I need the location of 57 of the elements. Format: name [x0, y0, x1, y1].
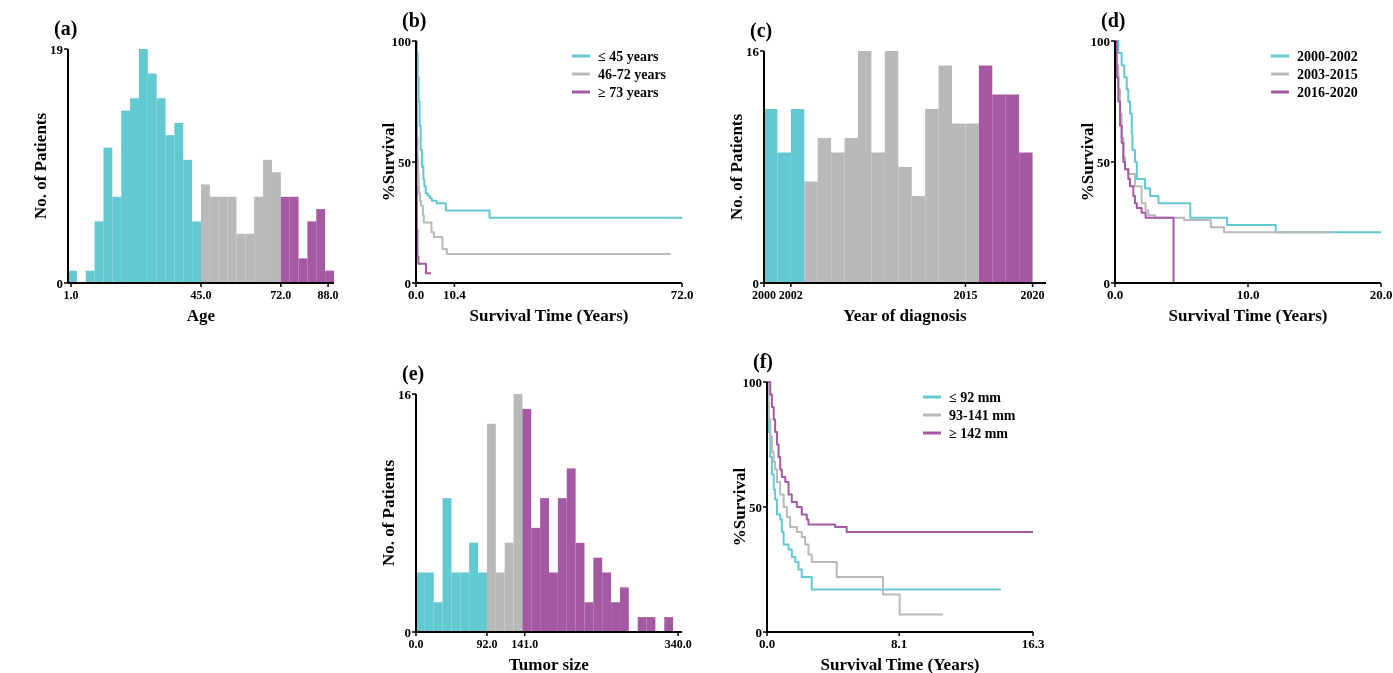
legend-label: ≥ 142 mm — [949, 426, 1009, 441]
x-tick-label: 0.0 — [408, 637, 424, 651]
y-tick-label: 19 — [50, 41, 64, 57]
x-tick-label: 88.0 — [317, 288, 339, 302]
x-tick-label: 20.0 — [1369, 287, 1393, 302]
legend-label: 2000-2002 — [1297, 49, 1358, 64]
y-tick-label: 100 — [391, 33, 411, 49]
chart-title: (e) — [402, 362, 425, 385]
chart-title: (a) — [54, 17, 78, 40]
y-tick-label: 50 — [398, 154, 411, 170]
x-tick-label: 2000 — [752, 288, 776, 302]
y-axis-title: %Survival — [730, 467, 749, 547]
x-tick-label: 16.3 — [1021, 636, 1045, 651]
x-tick-label: 10.4 — [443, 287, 467, 302]
y-axis-title: %Survival — [1078, 122, 1097, 202]
x-axis-title: Survival Time (Years) — [469, 306, 629, 325]
x-axis-title: Survival Time (Years) — [1168, 306, 1328, 325]
chart-title: (d) — [1101, 9, 1126, 32]
y-tick-label: 50 — [749, 499, 762, 515]
legend-label: ≤ 45 years — [598, 49, 660, 64]
x-tick-label: 2002 — [778, 288, 803, 302]
x-tick-label: 1.0 — [63, 288, 79, 302]
y-tick-label: 0 — [56, 275, 63, 291]
y-axis-title: No. of Patients — [31, 112, 50, 220]
x-axis-title: Age — [186, 306, 216, 325]
y-tick-label: 0 — [404, 624, 411, 640]
x-axis-title: Tumor size — [509, 655, 590, 673]
legend-label: 2016-2020 — [1297, 85, 1358, 100]
legend-label: ≥ 73 years — [598, 85, 660, 100]
legend-label: 2003-2015 — [1297, 67, 1358, 82]
y-tick-label: 16 — [398, 386, 412, 402]
x-tick-label: 10.0 — [1236, 287, 1260, 302]
chart-title: (f) — [753, 350, 773, 373]
x-tick-label: 45.0 — [190, 288, 212, 302]
y-tick-label: 100 — [742, 374, 762, 390]
y-tick-label: 16 — [746, 43, 760, 59]
x-axis-title: Survival Time (Years) — [820, 655, 980, 673]
y-tick-label: 100 — [1090, 33, 1110, 49]
x-tick-label: 92.0 — [476, 637, 498, 651]
x-tick-label: 2020 — [1020, 288, 1045, 302]
legend-label: 46-72 years — [598, 67, 667, 82]
x-tick-label: 141.0 — [511, 637, 539, 651]
y-axis-title: No. of Patients — [727, 113, 746, 221]
x-tick-label: 72.0 — [670, 287, 694, 302]
y-tick-label: 0 — [752, 275, 759, 291]
legend-label: 93-141 mm — [949, 408, 1016, 423]
x-tick-label: 72.0 — [270, 288, 292, 302]
x-tick-label: 8.1 — [891, 636, 908, 651]
y-axis-title: No. of Patients — [379, 459, 398, 567]
x-tick-label: 2015 — [953, 288, 978, 302]
y-axis-title: %Survival — [379, 122, 398, 202]
legend-label: ≤ 92 mm — [949, 390, 1002, 405]
x-axis-title: Year of diagnosis — [843, 306, 968, 325]
y-tick-label: 50 — [1097, 154, 1110, 170]
chart-title: (c) — [750, 19, 773, 42]
chart-title: (b) — [402, 9, 427, 32]
x-tick-label: 340.0 — [664, 637, 692, 651]
